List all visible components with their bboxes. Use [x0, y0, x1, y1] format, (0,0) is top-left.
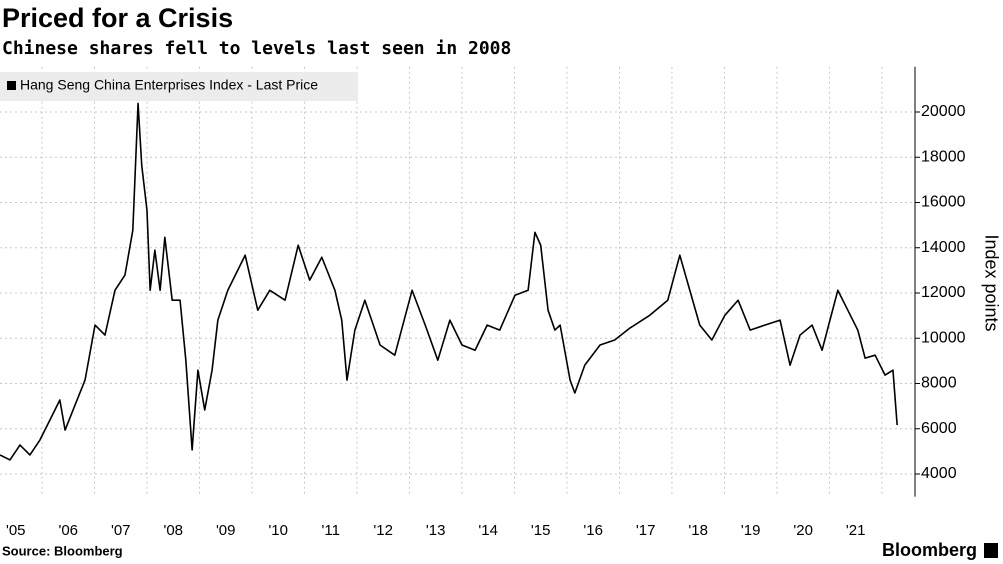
- x-tick-label: '09: [216, 522, 236, 539]
- x-tick-label: '16: [583, 522, 603, 539]
- chart-subtitle: Chinese shares fell to levels last seen …: [2, 38, 511, 59]
- legend: Hang Seng China Enterprises Index - Last…: [0, 72, 358, 101]
- y-tick-label: 16000: [921, 194, 966, 211]
- x-tick-label: '08: [163, 522, 183, 539]
- source: Source: Bloomberg: [2, 543, 123, 558]
- chart-title: Priced for a Crisis: [2, 3, 233, 33]
- y-tick-label: 6000: [921, 420, 957, 437]
- line: [0, 102, 898, 461]
- y-tick-label: 12000: [921, 284, 966, 301]
- x-tick-label: '17: [636, 522, 656, 539]
- x-tick-label: '21: [846, 522, 866, 539]
- y-tick-label: 18000: [921, 148, 966, 165]
- x-tick-label: '20: [793, 522, 813, 539]
- y-tick-label: 8000: [921, 375, 957, 392]
- y-axis-label: Index points: [981, 234, 1001, 331]
- x-tick-label: '06: [58, 522, 78, 539]
- x-tick-label: '07: [111, 522, 131, 539]
- brand-icon: [984, 543, 998, 558]
- x-tick-label: '15: [531, 522, 551, 539]
- x-tick-label: '12: [373, 522, 393, 539]
- x-tick-label: '14: [478, 522, 498, 539]
- y-tick-label: 4000: [921, 465, 957, 482]
- plot-area: 4000 6000 8000 10000 12000 14000 16000 18000 200…: [0, 66, 1001, 539]
- y-tick-label: 14000: [921, 239, 966, 256]
- x-tick-label: '18: [688, 522, 708, 539]
- x-tick-label: '05: [6, 522, 26, 539]
- legend-label: Hang Seng China Enterprises Index - Last…: [20, 77, 318, 93]
- x-tick-label: '13: [426, 522, 446, 539]
- legend-box: [0, 72, 358, 101]
- x-tick-label: '19: [741, 522, 761, 539]
- x-tick-label: '10: [268, 522, 288, 539]
- y-tick-label: 20000: [921, 103, 966, 120]
- brand: Bloomberg: [882, 540, 977, 560]
- x-tick-label: '11: [322, 522, 340, 539]
- y-tick-label: 10000: [921, 329, 966, 346]
- legend-swatch: [7, 81, 16, 90]
